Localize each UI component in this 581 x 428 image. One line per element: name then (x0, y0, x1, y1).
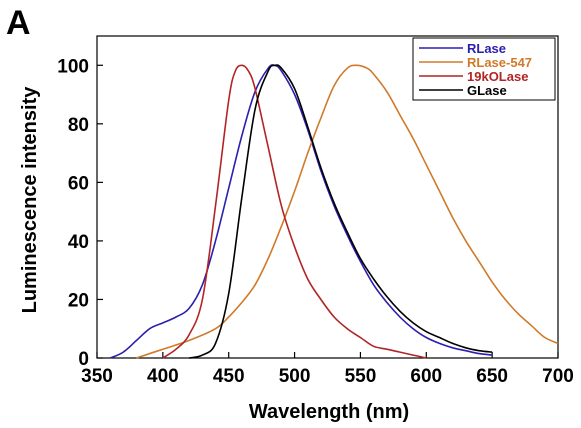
x-tick-label: 550 (345, 366, 377, 387)
legend-label: RLase (467, 41, 506, 56)
y-tick-label: 20 (68, 290, 89, 311)
x-tick-label: 600 (410, 366, 442, 387)
x-tick-label: 450 (213, 366, 245, 387)
series-line-rlase (109, 64, 493, 359)
x-axis-title: Wavelength (nm) (249, 401, 409, 423)
plot-frame (96, 35, 559, 359)
y-tick-label: 100 (57, 56, 89, 77)
panel-label: A (6, 4, 31, 42)
x-tick-label: 350 (81, 366, 113, 387)
series-line-rlase-547 (136, 64, 559, 359)
legend-label: 19kOLase (467, 69, 528, 84)
x-tick-label: 500 (279, 366, 311, 387)
y-axis-title: Luminescence intensity (19, 86, 41, 314)
x-tick-label: 650 (476, 366, 508, 387)
plot-area (96, 35, 559, 359)
x-tick-label: 400 (147, 366, 179, 387)
y-tick-label: 80 (68, 115, 89, 136)
legend-label: RLase-547 (467, 55, 532, 70)
y-tick-label: 40 (68, 232, 89, 253)
series-line-glase (189, 64, 493, 359)
y-tick-label: 0 (78, 349, 89, 370)
series-line-19kolase (162, 64, 427, 359)
data-series (109, 64, 559, 359)
axis-ticks: 350 400 450 500 550 600 650 700 0 20 40 60 80 100 (57, 56, 574, 387)
y-tick-label: 60 (68, 173, 89, 194)
legend-label: GLase (467, 83, 507, 98)
x-tick-label: 700 (542, 366, 574, 387)
